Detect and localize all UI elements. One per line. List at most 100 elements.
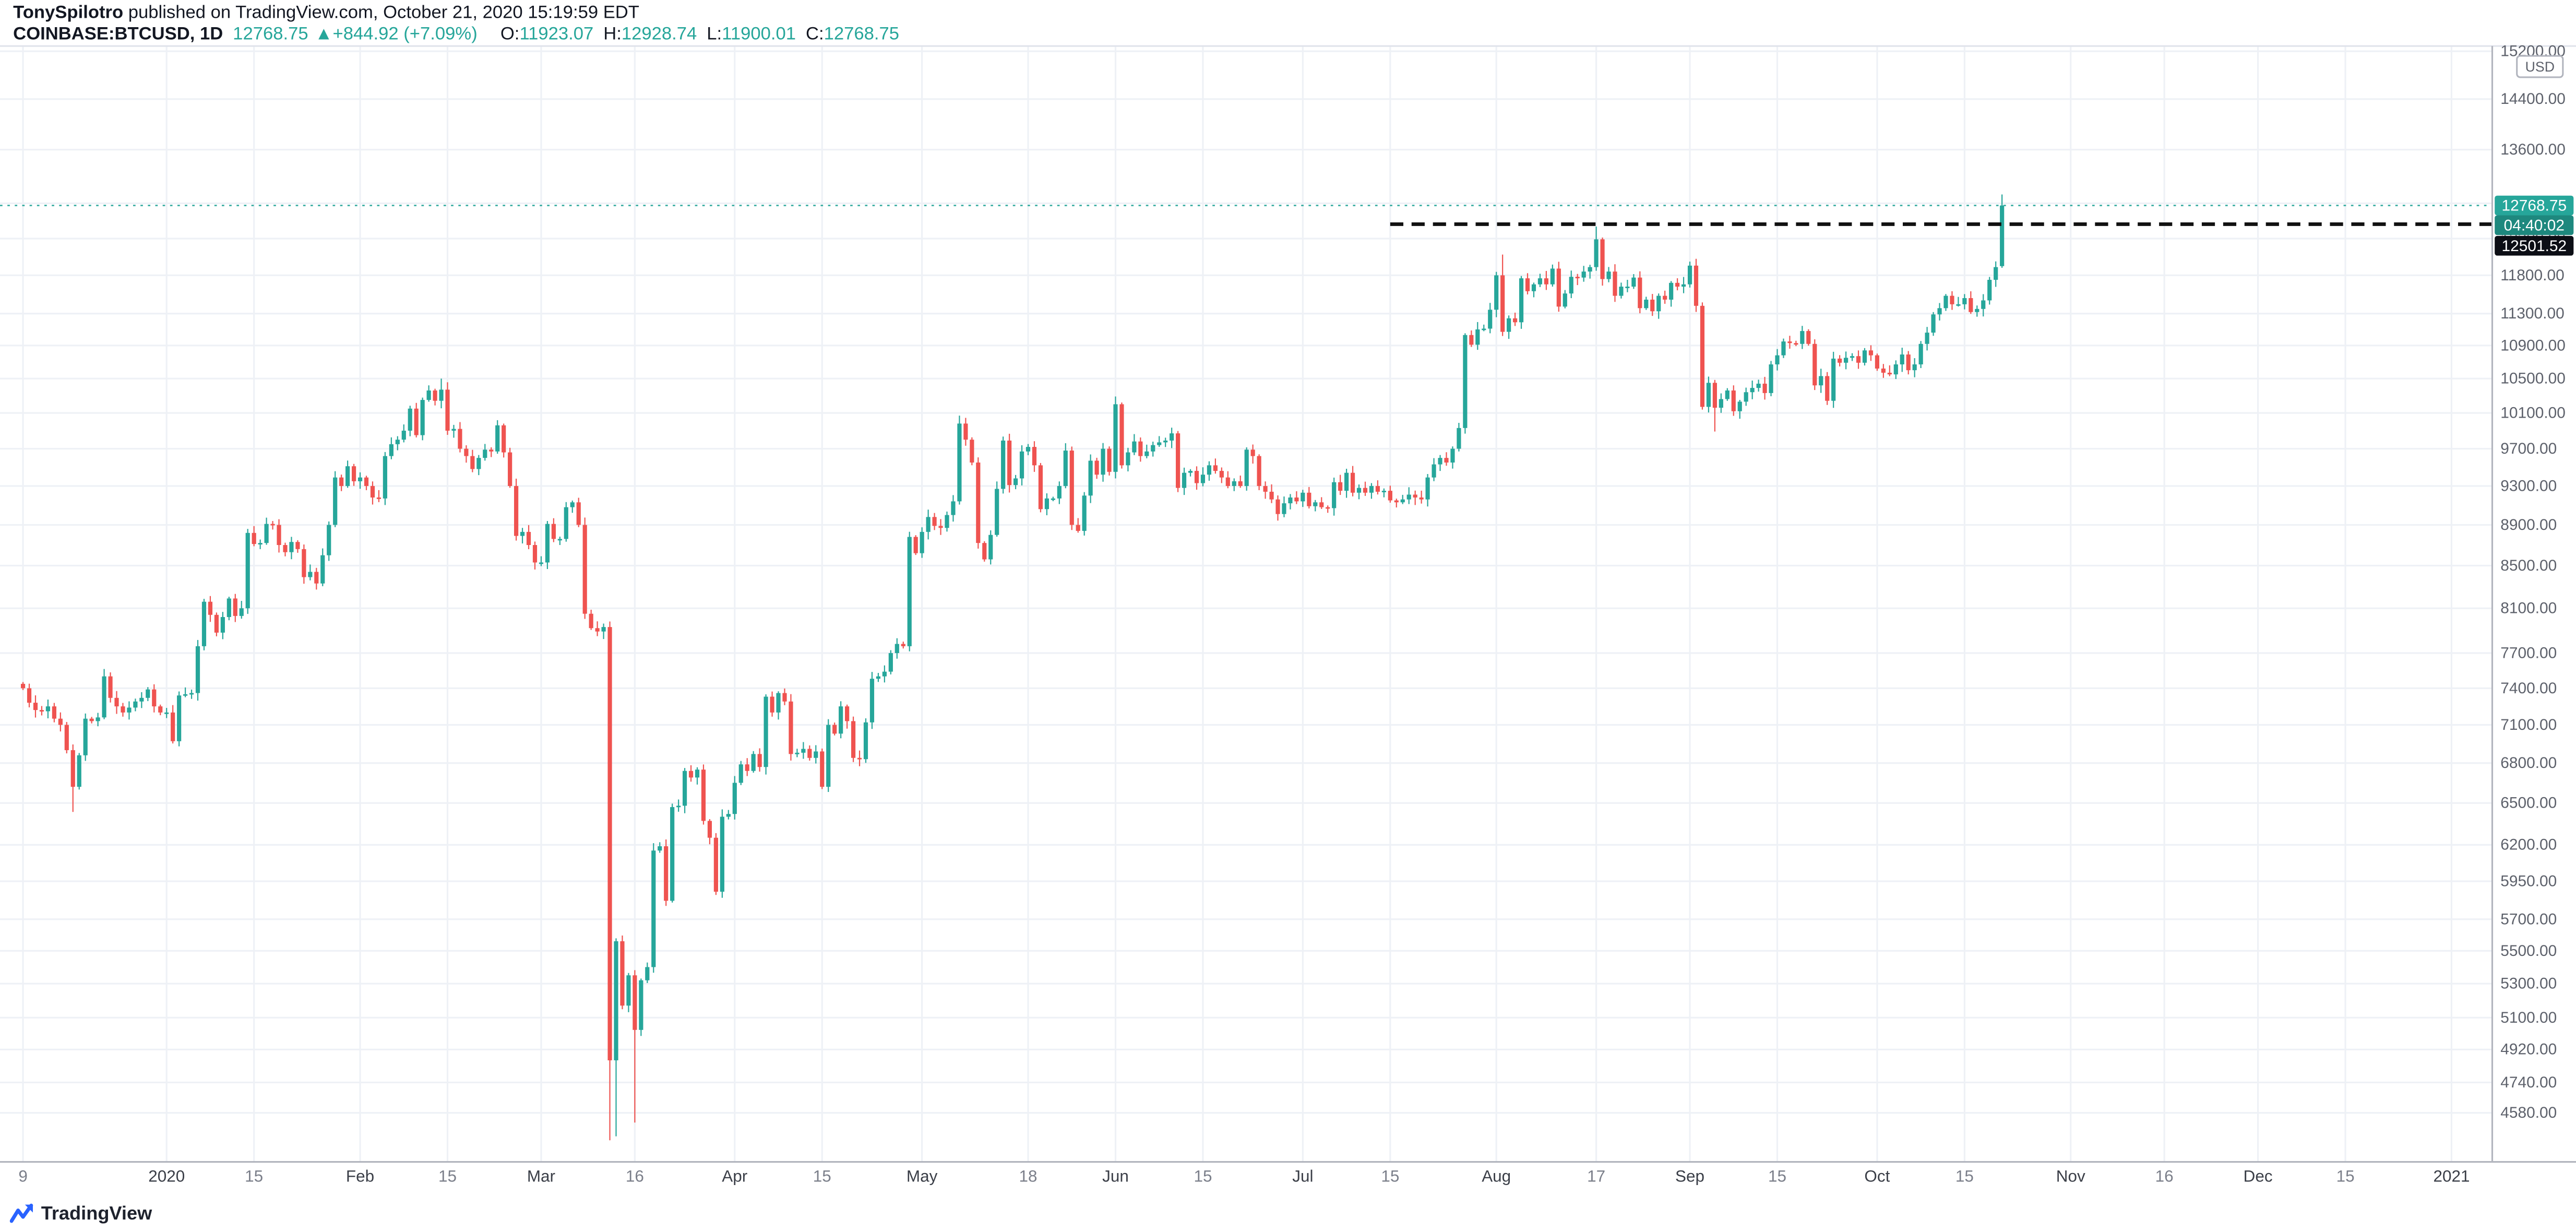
candle [1900,347,1904,372]
candle [664,839,669,906]
candles-series [20,194,2005,1141]
candle [545,521,550,570]
candle [1425,474,1430,507]
candle [177,691,182,747]
candle [89,717,94,724]
time-tick-label: 15 [245,1167,263,1185]
candle [158,704,163,716]
countdown-badge-text: 04:40:02 [2504,217,2565,234]
candle [1937,303,1942,321]
candle [1294,491,1299,504]
time-tick-label: 15 [1768,1167,1786,1185]
candle [888,650,893,674]
candle [1575,274,1580,286]
tradingview-logo[interactable]: TradingView [9,1203,152,1224]
time-tick-label: 15 [1194,1167,1212,1185]
candle [1775,349,1780,371]
time-tick-label: 15 [1955,1167,1974,1185]
price-tick-label: 8500.00 [2500,557,2557,574]
candle [414,403,419,437]
candle [314,567,319,590]
price-tick-label: 6800.00 [2500,754,2557,772]
candle [801,742,806,759]
candle [1388,486,1392,503]
candle [1906,351,1911,375]
time-tick-label: Jun [1102,1167,1129,1185]
candle [670,803,675,903]
candle [557,536,562,545]
candle [1663,290,1667,304]
candle [951,495,956,522]
candle [776,691,781,720]
candle [277,519,281,553]
candle [633,970,637,1123]
candle [152,684,157,713]
candle [1750,380,1755,399]
candle [1507,315,1511,339]
candle [1800,326,1805,349]
candle [1525,273,1530,294]
candle [1500,254,1505,336]
candle [1338,475,1343,495]
time-tick-label: Jul [1292,1167,1313,1185]
time-tick-label: 17 [1587,1167,1605,1185]
publish-header: TonySpilotro published on TradingView.co… [0,0,2576,44]
candle [264,517,269,545]
time-tick-label: 15 [813,1167,831,1185]
time-axis[interactable]: 9 2020 15 Feb 15 Mar 16 Apr 15 May 18 Jun 15 Jul 15 Aug… [18,1167,2470,1185]
candle [688,765,694,782]
candle [963,418,968,446]
candle [1307,487,1311,508]
candle [1119,402,1124,469]
symbol-title: COINBASE:BTCUSD, 1D [13,25,223,44]
price-tick-label: 8100.00 [2500,600,2557,617]
candle [1257,454,1261,490]
candle [751,751,756,773]
candle [764,694,768,775]
resistance-price-badge-text: 12501.52 [2501,238,2567,255]
currency-box [2516,55,2564,78]
candle [114,691,119,714]
candle [483,444,487,461]
open-label: O: [500,25,520,44]
candle [58,712,63,732]
candle [320,548,325,586]
candle [1013,475,1018,490]
candle [1188,469,1193,477]
candle [789,694,793,761]
candle [308,564,313,581]
candle [1219,467,1224,483]
candle [826,719,831,792]
candle [1138,437,1143,462]
candle [1881,364,1886,378]
candle [1232,478,1236,491]
candle [1606,267,1611,282]
candle [1019,445,1024,486]
low-label: L: [707,25,722,44]
candle [782,688,787,705]
candle [1494,271,1499,317]
candle [1731,385,1736,416]
candle [1170,428,1174,448]
tradingview-logo-text: TradingView [41,1203,152,1224]
countdown-badge [2495,215,2574,235]
candle [39,706,44,716]
price-tick-label: 4920.00 [2500,1041,2557,1058]
candle [1650,294,1655,316]
price-tick-label: 10900.00 [2500,337,2566,354]
candle [895,638,899,659]
candle [1787,336,1792,349]
candle [189,689,194,699]
candle [1531,282,1536,298]
candle [913,535,918,555]
candle [726,810,731,820]
candle [695,767,700,785]
candle [1475,322,1480,350]
candle [289,537,294,560]
candle [1001,436,1006,494]
candle [1850,353,1855,361]
candle [920,527,924,558]
candle [64,721,69,754]
candle [1756,380,1761,392]
